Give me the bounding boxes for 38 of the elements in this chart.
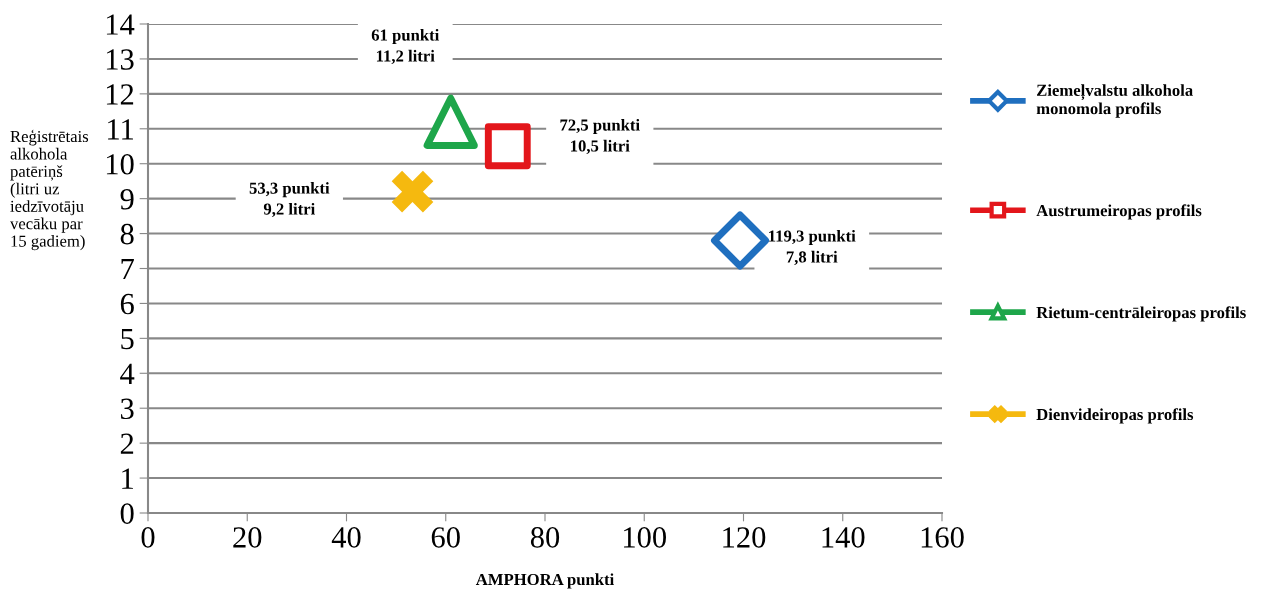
y-tick-label: 12 bbox=[106, 84, 134, 105]
annotation: 61 punkti 11,2 litri bbox=[371, 28, 440, 65]
y-tick-label: 6 bbox=[120, 293, 134, 315]
x-tick-label: 100 bbox=[624, 527, 666, 548]
annotation: 53,3 punkti 9,2 litri bbox=[249, 182, 330, 218]
y-tick-label: 11 bbox=[108, 119, 133, 140]
legend-label: Austrumeiropas profils bbox=[1036, 204, 1202, 220]
legend-label: Ziemeļvalstu alkohola monomola profils bbox=[1036, 84, 1193, 118]
y-tick-label: 3 bbox=[120, 398, 134, 420]
y-tick-label: 5 bbox=[121, 328, 134, 350]
x-tick-label: 140 bbox=[822, 527, 865, 548]
y-tick-label: 7 bbox=[121, 259, 134, 280]
x-tick-label: 80 bbox=[530, 527, 560, 548]
y-tick-label: 4 bbox=[120, 363, 135, 384]
y-tick-label: 9 bbox=[120, 189, 134, 210]
point bbox=[484, 123, 531, 170]
y-tick-label: 0 bbox=[120, 503, 134, 524]
x-tick-label: 160 bbox=[921, 527, 964, 548]
x-tick-label: 40 bbox=[331, 527, 361, 548]
point bbox=[711, 211, 770, 270]
annotation: 72,5 punkti 10,5 litri bbox=[560, 118, 640, 154]
legend-label: Dienvideiropas profils bbox=[1036, 408, 1194, 424]
point bbox=[423, 94, 478, 149]
y-tick-label: 2 bbox=[120, 433, 134, 454]
annotation: 119,3 punkti 7,8 litri bbox=[769, 229, 856, 265]
y-axis-title: Reģistrētais alkohola patēriņš (litri uz iedzīvotāju vecāku par 15 gadiem) bbox=[10, 129, 89, 251]
point bbox=[391, 170, 434, 213]
y-tick-label: 1 bbox=[122, 468, 133, 489]
x-tick-label: 60 bbox=[431, 527, 460, 548]
y-tick-label: 10 bbox=[106, 154, 134, 175]
x-tick-label: 20 bbox=[233, 527, 262, 548]
x-tick-label: 0 bbox=[141, 527, 155, 548]
y-tick-label: 14 bbox=[106, 14, 135, 35]
y-tick-label: 13 bbox=[106, 49, 134, 70]
x-axis-title: AMPHORA punkti bbox=[475, 573, 614, 589]
x-tick-label: 120 bbox=[723, 527, 766, 548]
y-tick-label: 8 bbox=[120, 223, 134, 245]
legend-label: Rietum-centrāleiropas profils bbox=[1036, 306, 1246, 322]
